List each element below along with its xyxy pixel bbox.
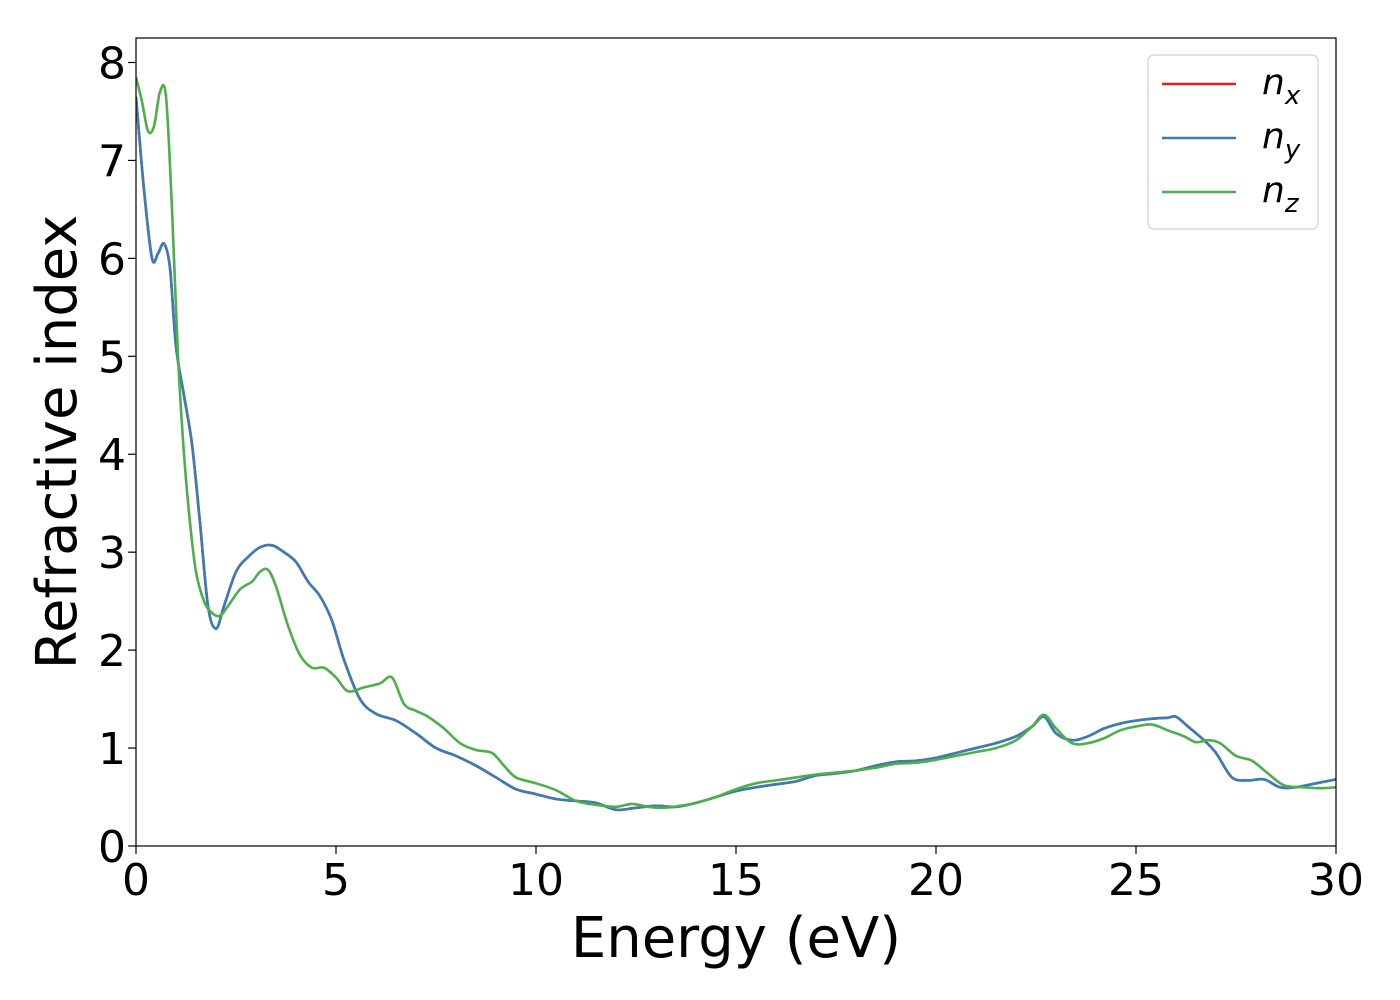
y-tick-label: 1 — [98, 724, 126, 775]
y-tick-label: 5 — [98, 332, 126, 383]
x-axis-ticks: 0 5 10 15 20 25 30 — [122, 846, 1364, 906]
y-tick-label: 3 — [98, 528, 126, 579]
y-tick-label: 6 — [98, 234, 126, 285]
y-tick-label: 2 — [98, 626, 126, 677]
y-axis-ticks: 0 1 2 3 4 5 6 7 8 — [98, 38, 136, 873]
y-axis-label: Refractive index — [25, 215, 90, 670]
x-tick-label: 20 — [908, 855, 964, 906]
series-layer — [136, 76, 1336, 812]
legend-label-nz: nz — [1262, 170, 1300, 219]
y-tick-label: 8 — [98, 38, 126, 89]
x-tick-label: 30 — [1308, 855, 1364, 906]
series-line-ny — [136, 96, 1336, 812]
x-axis-label: Energy (eV) — [571, 906, 901, 971]
x-tick-label: 10 — [508, 855, 564, 906]
y-tick-label: 4 — [98, 430, 126, 481]
x-tick-label: 0 — [122, 855, 150, 906]
legend-label-ny: ny — [1262, 116, 1301, 165]
legend-box — [1147, 54, 1319, 230]
y-tick-label: 0 — [98, 822, 126, 873]
x-tick-label: 15 — [708, 855, 764, 906]
series-line-nz — [136, 76, 1336, 810]
legend-label-nx: nx — [1262, 62, 1301, 111]
x-tick-label: 25 — [1108, 855, 1164, 906]
x-tick-label: 5 — [322, 855, 350, 906]
y-tick-label: 7 — [98, 136, 126, 187]
legend: nx ny nz — [1147, 54, 1319, 230]
